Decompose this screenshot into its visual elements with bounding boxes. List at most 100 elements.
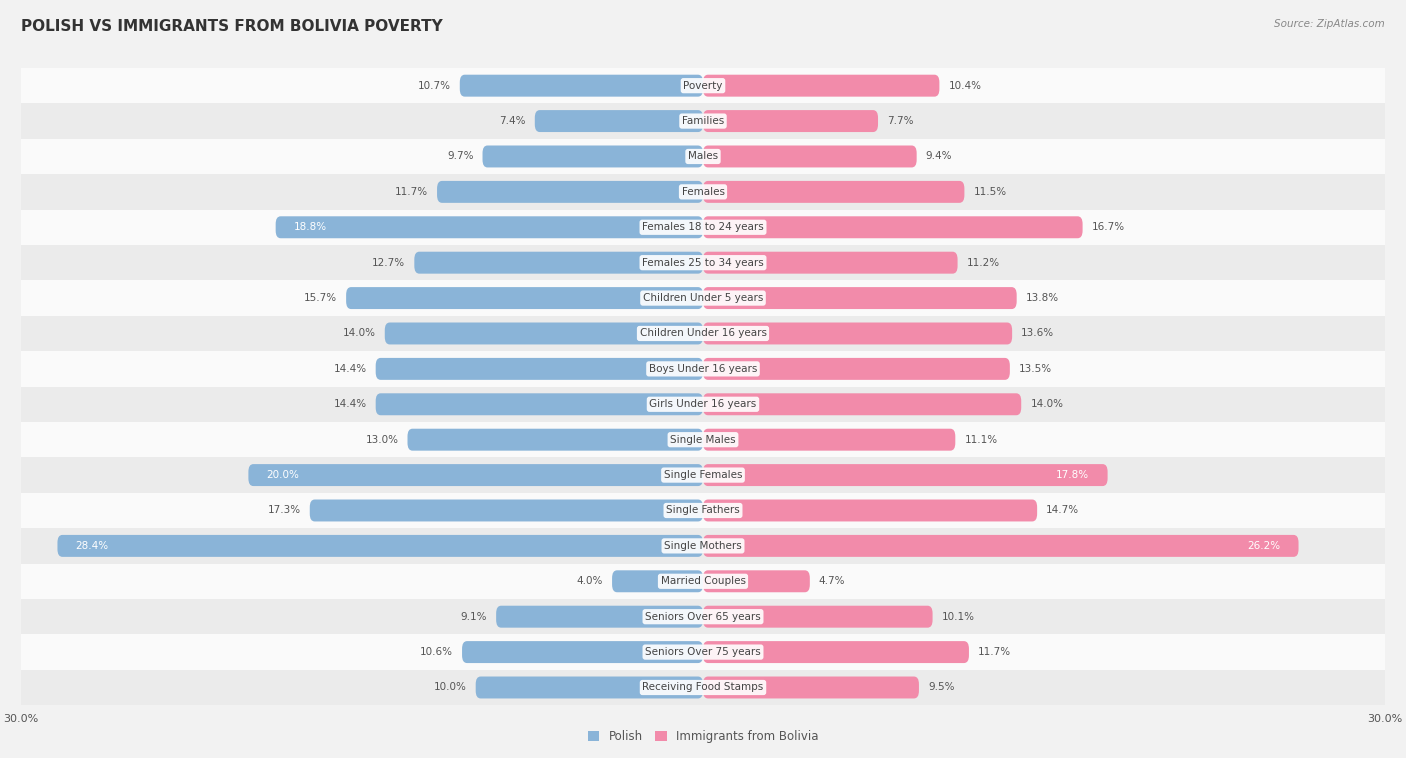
Text: 14.7%: 14.7% bbox=[1046, 506, 1080, 515]
Text: 10.0%: 10.0% bbox=[433, 682, 467, 693]
Bar bbox=[21, 316, 1385, 351]
FancyBboxPatch shape bbox=[703, 216, 1083, 238]
FancyBboxPatch shape bbox=[703, 181, 965, 203]
FancyBboxPatch shape bbox=[276, 216, 703, 238]
Text: 7.4%: 7.4% bbox=[499, 116, 526, 126]
FancyBboxPatch shape bbox=[612, 570, 703, 592]
Text: Single Females: Single Females bbox=[664, 470, 742, 480]
Text: 14.0%: 14.0% bbox=[343, 328, 375, 339]
Bar bbox=[21, 670, 1385, 705]
Text: Seniors Over 75 years: Seniors Over 75 years bbox=[645, 647, 761, 657]
Text: Boys Under 16 years: Boys Under 16 years bbox=[648, 364, 758, 374]
FancyBboxPatch shape bbox=[437, 181, 703, 203]
Text: 17.8%: 17.8% bbox=[1056, 470, 1090, 480]
Text: 20.0%: 20.0% bbox=[267, 470, 299, 480]
Text: Single Males: Single Males bbox=[671, 434, 735, 445]
FancyBboxPatch shape bbox=[703, 641, 969, 663]
Bar bbox=[21, 68, 1385, 103]
Text: 11.2%: 11.2% bbox=[967, 258, 1000, 268]
Text: Seniors Over 65 years: Seniors Over 65 years bbox=[645, 612, 761, 622]
Bar bbox=[21, 351, 1385, 387]
Text: 4.7%: 4.7% bbox=[818, 576, 845, 586]
Text: Receiving Food Stamps: Receiving Food Stamps bbox=[643, 682, 763, 693]
FancyBboxPatch shape bbox=[703, 500, 1038, 522]
Bar bbox=[21, 209, 1385, 245]
FancyBboxPatch shape bbox=[534, 110, 703, 132]
FancyBboxPatch shape bbox=[475, 677, 703, 698]
Bar bbox=[21, 103, 1385, 139]
Text: 11.7%: 11.7% bbox=[979, 647, 1011, 657]
Text: 13.5%: 13.5% bbox=[1019, 364, 1052, 374]
FancyBboxPatch shape bbox=[346, 287, 703, 309]
Text: 14.4%: 14.4% bbox=[333, 364, 367, 374]
Bar bbox=[21, 528, 1385, 564]
Text: 14.0%: 14.0% bbox=[1031, 399, 1063, 409]
Text: 10.6%: 10.6% bbox=[420, 647, 453, 657]
Text: Females 25 to 34 years: Females 25 to 34 years bbox=[643, 258, 763, 268]
FancyBboxPatch shape bbox=[375, 393, 703, 415]
Text: Children Under 16 years: Children Under 16 years bbox=[640, 328, 766, 339]
FancyBboxPatch shape bbox=[703, 535, 1299, 557]
FancyBboxPatch shape bbox=[463, 641, 703, 663]
Text: 10.7%: 10.7% bbox=[418, 80, 451, 91]
Text: 9.7%: 9.7% bbox=[447, 152, 474, 161]
Text: 13.0%: 13.0% bbox=[366, 434, 398, 445]
FancyBboxPatch shape bbox=[703, 606, 932, 628]
FancyBboxPatch shape bbox=[703, 464, 1108, 486]
Bar bbox=[21, 634, 1385, 670]
Text: 15.7%: 15.7% bbox=[304, 293, 337, 303]
FancyBboxPatch shape bbox=[58, 535, 703, 557]
Text: 17.3%: 17.3% bbox=[267, 506, 301, 515]
FancyBboxPatch shape bbox=[408, 429, 703, 451]
Legend: Polish, Immigrants from Bolivia: Polish, Immigrants from Bolivia bbox=[583, 725, 823, 748]
Bar bbox=[21, 599, 1385, 634]
Text: 14.4%: 14.4% bbox=[333, 399, 367, 409]
Bar bbox=[21, 245, 1385, 280]
Text: 16.7%: 16.7% bbox=[1091, 222, 1125, 232]
Bar bbox=[21, 493, 1385, 528]
Text: 18.8%: 18.8% bbox=[294, 222, 328, 232]
Text: Families: Families bbox=[682, 116, 724, 126]
Text: Single Mothers: Single Mothers bbox=[664, 541, 742, 551]
FancyBboxPatch shape bbox=[249, 464, 703, 486]
Bar bbox=[21, 422, 1385, 457]
FancyBboxPatch shape bbox=[460, 75, 703, 97]
Text: 13.6%: 13.6% bbox=[1021, 328, 1054, 339]
FancyBboxPatch shape bbox=[703, 393, 1021, 415]
Bar bbox=[21, 280, 1385, 316]
FancyBboxPatch shape bbox=[703, 287, 1017, 309]
FancyBboxPatch shape bbox=[375, 358, 703, 380]
FancyBboxPatch shape bbox=[703, 677, 920, 698]
FancyBboxPatch shape bbox=[703, 252, 957, 274]
Text: POLISH VS IMMIGRANTS FROM BOLIVIA POVERTY: POLISH VS IMMIGRANTS FROM BOLIVIA POVERT… bbox=[21, 19, 443, 34]
FancyBboxPatch shape bbox=[482, 146, 703, 168]
Bar bbox=[21, 564, 1385, 599]
Bar bbox=[21, 457, 1385, 493]
Text: 11.1%: 11.1% bbox=[965, 434, 997, 445]
Text: Married Couples: Married Couples bbox=[661, 576, 745, 586]
FancyBboxPatch shape bbox=[385, 322, 703, 344]
Text: 9.1%: 9.1% bbox=[461, 612, 486, 622]
Text: 28.4%: 28.4% bbox=[76, 541, 108, 551]
Text: Source: ZipAtlas.com: Source: ZipAtlas.com bbox=[1274, 19, 1385, 29]
FancyBboxPatch shape bbox=[309, 500, 703, 522]
Text: 9.4%: 9.4% bbox=[925, 152, 952, 161]
Text: Girls Under 16 years: Girls Under 16 years bbox=[650, 399, 756, 409]
Text: Children Under 5 years: Children Under 5 years bbox=[643, 293, 763, 303]
Text: 12.7%: 12.7% bbox=[373, 258, 405, 268]
Text: Males: Males bbox=[688, 152, 718, 161]
FancyBboxPatch shape bbox=[703, 110, 877, 132]
Text: Single Fathers: Single Fathers bbox=[666, 506, 740, 515]
FancyBboxPatch shape bbox=[415, 252, 703, 274]
Bar bbox=[21, 174, 1385, 209]
FancyBboxPatch shape bbox=[703, 570, 810, 592]
Text: 10.1%: 10.1% bbox=[942, 612, 974, 622]
FancyBboxPatch shape bbox=[496, 606, 703, 628]
Text: 9.5%: 9.5% bbox=[928, 682, 955, 693]
Bar bbox=[21, 139, 1385, 174]
FancyBboxPatch shape bbox=[703, 146, 917, 168]
FancyBboxPatch shape bbox=[703, 322, 1012, 344]
Text: Females: Females bbox=[682, 187, 724, 197]
Text: 11.7%: 11.7% bbox=[395, 187, 427, 197]
Text: 13.8%: 13.8% bbox=[1026, 293, 1059, 303]
